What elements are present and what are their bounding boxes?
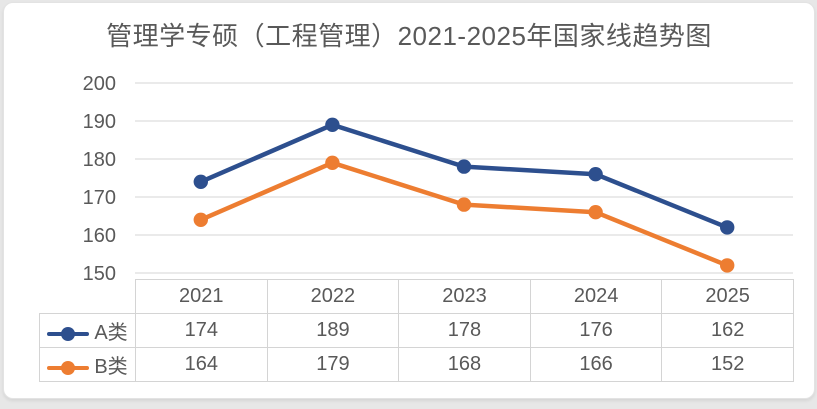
value-cell: 152 bbox=[661, 347, 794, 382]
table-header-row: 2021 2022 2023 2024 2025 bbox=[40, 279, 794, 314]
legend-dot bbox=[61, 360, 76, 375]
legend-dot bbox=[61, 326, 76, 341]
series-b-legend-cell: B类 bbox=[39, 347, 136, 382]
value-cell: 174 bbox=[135, 313, 268, 348]
line-chart-plot-area: 150 160 170 180 190 200 bbox=[83, 73, 793, 285]
year-header-cell: 2023 bbox=[398, 279, 531, 314]
svg-text:150: 150 bbox=[83, 263, 116, 285]
table-row-series-a: A类 174 189 178 176 162 bbox=[39, 313, 794, 348]
table-row-series-b: B类 164 179 168 166 152 bbox=[39, 347, 794, 382]
data-table: 2021 2022 2023 2024 2025 A类 174 189 178 … bbox=[39, 279, 794, 382]
year-header-cell: 2024 bbox=[529, 279, 663, 314]
series-b-label: B类 bbox=[94, 356, 128, 378]
value-cell: 164 bbox=[135, 347, 268, 382]
value-cell: 178 bbox=[398, 313, 531, 348]
year-header-cell: 2021 bbox=[135, 279, 268, 314]
year-header-cell: 2022 bbox=[266, 279, 400, 314]
svg-text:200: 200 bbox=[83, 73, 116, 95]
svg-text:160: 160 bbox=[83, 225, 116, 247]
value-cell: 189 bbox=[266, 313, 400, 348]
value-cell: 162 bbox=[661, 313, 794, 348]
series-a-line-marker-icon bbox=[47, 326, 90, 341]
svg-text:180: 180 bbox=[83, 149, 116, 171]
svg-text:170: 170 bbox=[83, 187, 116, 209]
year-header-cell: 2025 bbox=[661, 279, 794, 314]
chart-card: 管理学专硕（工程管理）2021-2025年国家线趋势图 150 160 170 180… bbox=[3, 2, 815, 399]
chart-title: 管理学专硕（工程管理）2021-2025年国家线趋势图 bbox=[106, 21, 712, 51]
series-a-label: A类 bbox=[94, 322, 128, 344]
value-cell: 179 bbox=[266, 347, 400, 382]
svg-text:190: 190 bbox=[83, 111, 116, 133]
series-a-legend-cell: A类 bbox=[39, 313, 136, 348]
value-cell: 166 bbox=[529, 347, 663, 382]
table-corner-cell bbox=[40, 280, 136, 314]
value-cell: 168 bbox=[398, 347, 531, 382]
value-cell: 176 bbox=[529, 313, 663, 348]
series-b-line-marker-icon bbox=[47, 360, 90, 375]
